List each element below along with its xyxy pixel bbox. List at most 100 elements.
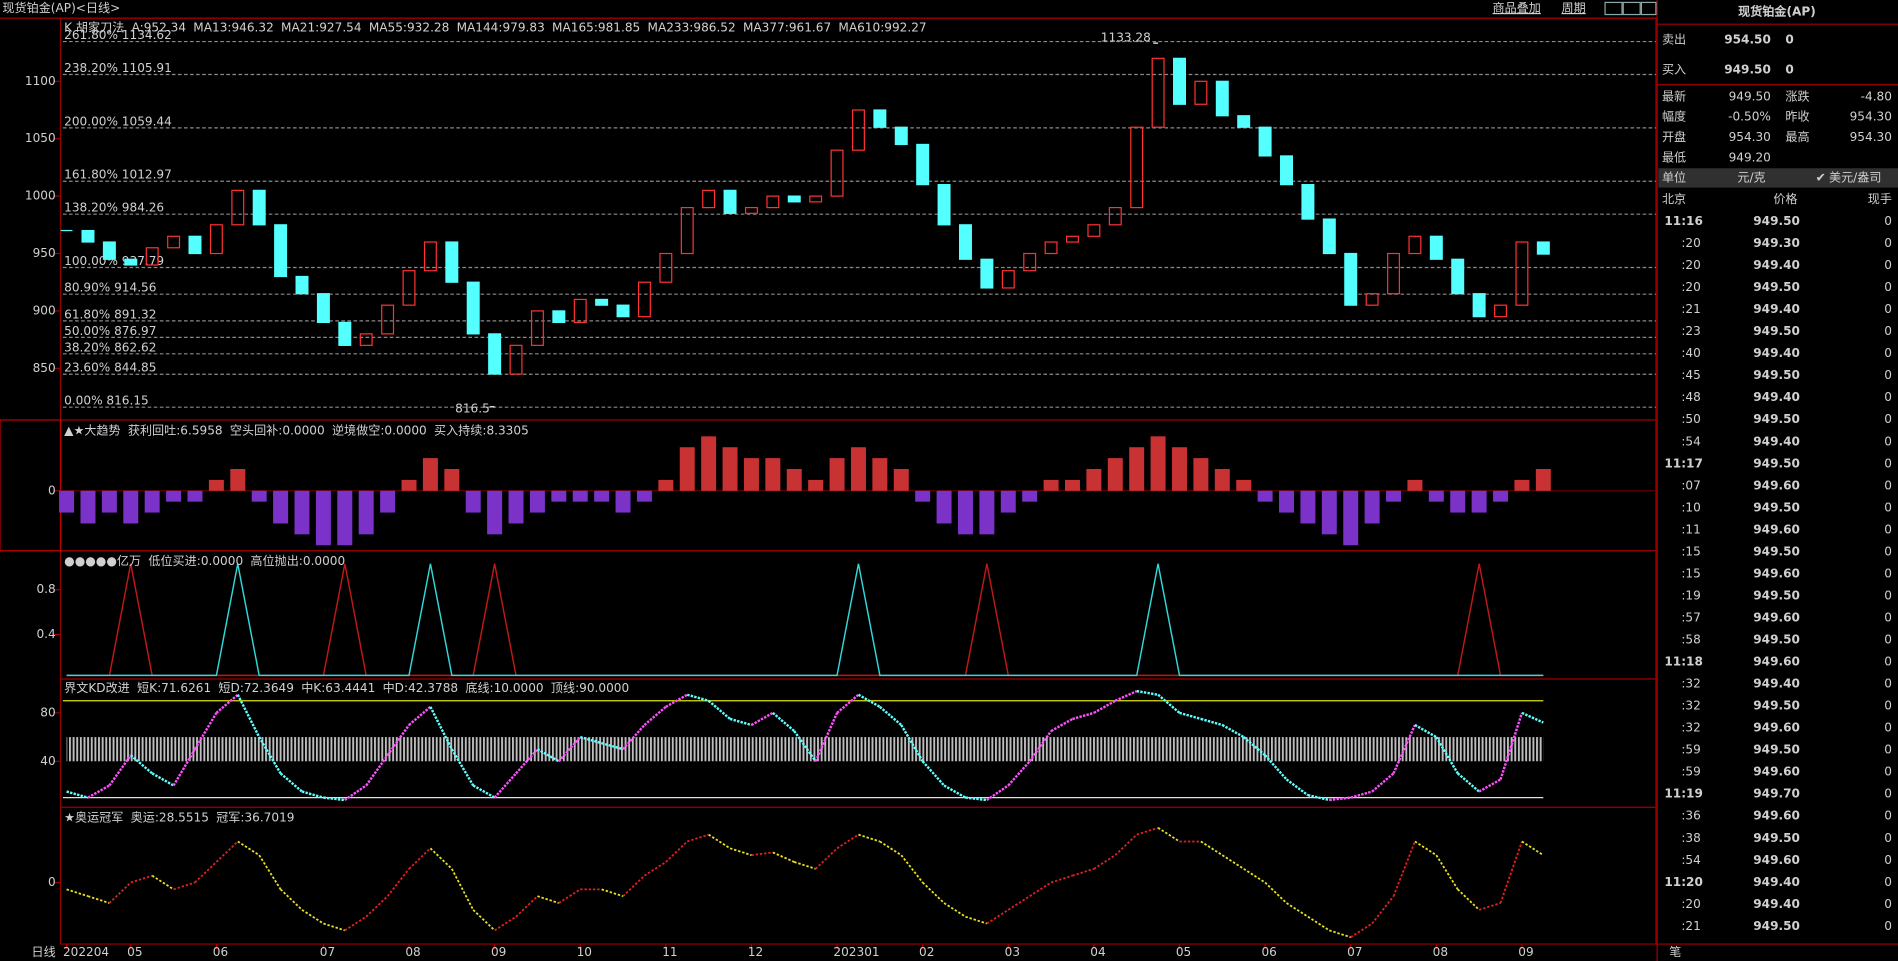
stat-label: 最低 [1662,150,1686,164]
legend-item: 短D:72.3649 [218,681,294,695]
window-button[interactable] [1622,1,1641,16]
toolbar-item[interactable]: 商品叠加 [1492,0,1540,15]
tick-time: :54 [1681,434,1701,448]
trend-bar [358,490,374,535]
stat-value: 954.30 [1850,110,1892,124]
trend-bar [722,447,738,491]
trend-bar [1493,490,1509,502]
candle [809,195,823,203]
tick-volume: 0 [1884,280,1892,294]
tick-time: :19 [1681,588,1700,602]
y-tick-label: 80 [40,705,55,719]
olympic-segment [1072,867,1095,877]
trend-bar [230,469,246,491]
y-tick-label: 0 [48,483,56,497]
trend-bar [872,458,888,491]
tick-volume: 0 [1884,787,1892,801]
trend-bar [701,436,717,491]
tick-price: 949.40 [1753,346,1800,360]
kd-segment [1414,723,1437,739]
quote-title: 现货铂金(AP) [1738,4,1816,19]
tick-time: 11:20 [1664,875,1703,889]
unit-option[interactable]: 美元/盎司 [1829,170,1881,184]
legend-item: ★奥运冠军 [64,811,123,825]
fib-label: 200.00% 1059.44 [64,114,172,128]
quote-label: 卖出 [1662,32,1686,46]
unit-check: ✔ [1816,170,1826,184]
tick-volume: 0 [1884,302,1892,316]
window-button[interactable] [1640,1,1657,16]
tick-time: :48 [1681,390,1700,404]
kd-segment [1072,711,1095,721]
trend-bar [144,490,160,513]
tab[interactable]: 笔 [1669,944,1681,959]
trend-bar [1107,458,1123,491]
kd-segment [515,748,539,775]
trend-bar [1364,490,1380,524]
kd-segment [707,699,731,720]
tick-volume: 0 [1884,346,1892,360]
trend-bar [893,469,909,491]
candle [894,126,908,146]
stat-value: 954.30 [1850,130,1892,144]
window-button[interactable] [1604,1,1623,16]
olympic-segment [451,868,475,911]
legend-item: 逆境做空:0.0000 [332,422,427,437]
kd-segment [1264,754,1288,781]
unit-option[interactable]: 元/克 [1737,170,1765,184]
kd-segment [1200,717,1223,727]
tick-time: :11 [1681,522,1700,536]
olympic-segment [194,861,218,884]
kd-segment [1093,699,1116,714]
tick-volume: 0 [1884,566,1892,580]
legend-item: 奥运:28.5515 [131,811,209,825]
trend-bar [679,447,695,491]
tick-time: 11:18 [1664,655,1703,669]
legend-item: 中K:63.4441 [301,680,375,695]
tick-volume: 0 [1884,390,1892,404]
toolbar-item[interactable]: 周期 [1561,1,1585,15]
x-tick-label: 02 [919,945,934,959]
tick-time: :32 [1681,699,1700,713]
panel-frame [59,806,1657,945]
candle [445,241,459,283]
tick-time: :59 [1681,765,1700,779]
trend-bar [123,490,139,524]
tick-time: 11:19 [1664,787,1703,801]
candle [1322,218,1336,255]
col-header: 价格 [1773,191,1797,206]
olympic-segment [386,868,410,897]
tick-volume: 0 [1884,478,1892,492]
legend-item: A:952.34 [132,20,187,34]
legend-item: MA21:927.54 [281,20,362,34]
kd-segment [301,790,324,799]
trend-bar [915,490,931,502]
tick-volume: 0 [1884,522,1892,536]
tick-volume: 0 [1884,236,1892,250]
tick-price: 949.40 [1753,390,1800,404]
tick-price: 949.50 [1753,919,1800,933]
fib-label: 238.20% 1105.91 [64,61,172,75]
kd-segment [429,706,453,750]
tick-time: :40 [1681,346,1700,360]
fib-label: 0.00% 816.15 [64,394,149,408]
olympic-segment [537,895,560,904]
x-tick-label: 07 [320,945,335,959]
candle [1515,241,1529,306]
legend-item: 短K:71.6261 [137,681,211,695]
candle [1258,126,1272,157]
kd-segment [750,711,774,727]
x-tick-label: 04 [1090,945,1106,959]
kd-segment [772,711,796,732]
kd-segment [472,784,496,799]
tick-time: :15 [1681,566,1700,580]
x-tick-label: 12 [748,945,763,959]
candle [209,224,223,255]
legend-item: K 胡家刀法 [64,19,124,34]
tick-price: 949.50 [1753,588,1800,602]
y-tick-label: 0 [48,875,56,889]
trend-bar [508,490,524,524]
trend-bar [1064,479,1080,491]
kd-segment [579,735,602,745]
trend-bar [529,490,545,513]
